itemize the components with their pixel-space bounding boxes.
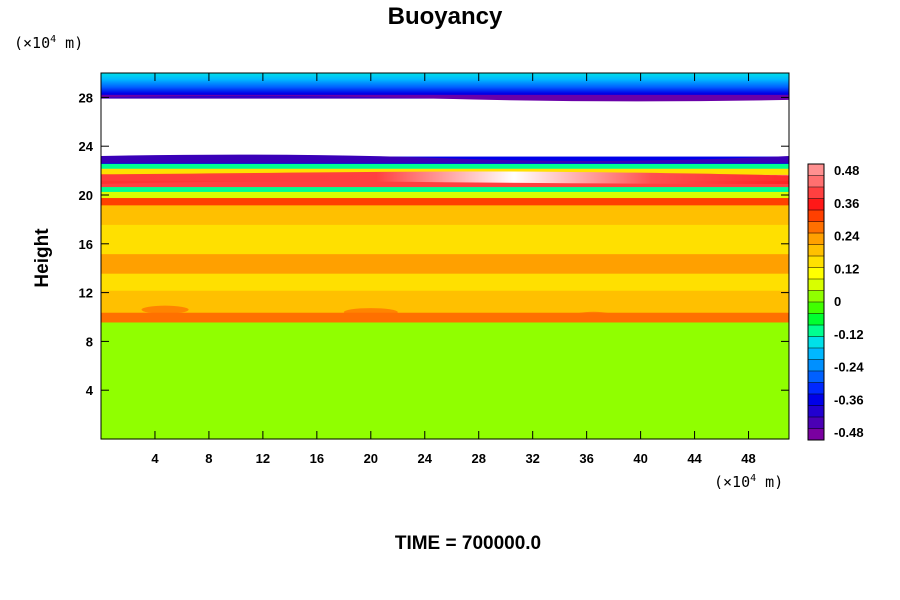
colorbar-swatch xyxy=(808,233,824,245)
colorbar-tick-label: 0.12 xyxy=(834,261,859,276)
y-tick-label: 16 xyxy=(79,237,93,252)
heatmap-band xyxy=(101,273,789,291)
colorbar-swatch xyxy=(808,394,824,406)
x-tick-label: 28 xyxy=(471,451,485,466)
heatmap-band xyxy=(101,253,789,274)
lower-layer-edge xyxy=(101,154,789,164)
upper-layer-edge xyxy=(101,94,789,102)
colorbar-swatch xyxy=(808,267,824,280)
y-axis-label: Height xyxy=(32,228,53,288)
x-tick-label: 36 xyxy=(579,451,593,466)
y-tick-label: 4 xyxy=(86,383,94,398)
x-axis: 4 8 12 16 20 24 28 32 36 40 44 48 xyxy=(151,73,756,466)
x-tick-label: 48 xyxy=(741,451,755,466)
colorbar-tick-label: 0.24 xyxy=(834,229,860,244)
x-tick-label: 4 xyxy=(151,451,159,466)
plot-frame xyxy=(100,72,790,440)
colorbar-swatch xyxy=(808,302,824,314)
y-tick-label: 20 xyxy=(79,188,93,203)
colorbar-swatch xyxy=(808,382,824,395)
y-axis: 4 8 12 16 20 24 28 xyxy=(79,90,789,398)
colorbar-swatch xyxy=(808,336,824,349)
colorbar-swatch xyxy=(808,405,824,418)
heatmap-band xyxy=(101,191,789,199)
heatmap-band xyxy=(101,204,789,225)
colorbar xyxy=(807,163,825,441)
y-tick-label: 8 xyxy=(86,334,93,349)
y-unit-exp: 4 xyxy=(50,34,56,45)
heatmap-band xyxy=(101,163,789,169)
colorbar-swatch xyxy=(808,313,824,326)
x-tick-label: 32 xyxy=(525,451,539,466)
y-tick-label: 28 xyxy=(79,90,93,105)
colorbar-tick-label: -0.48 xyxy=(834,425,864,440)
colorbar-swatch xyxy=(808,359,824,372)
warm-streak xyxy=(141,305,189,314)
colorbar-tick-label: 0 xyxy=(834,294,841,309)
x-tick-label: 40 xyxy=(633,451,647,466)
colorbar-swatch xyxy=(808,428,824,441)
colorbar-swatch xyxy=(808,371,824,383)
heatmap-field xyxy=(101,73,789,440)
colorbar-swatch xyxy=(808,164,824,176)
heatmap-band xyxy=(101,290,789,313)
colorbar-swatch xyxy=(808,348,824,360)
hot-core-band xyxy=(101,171,789,185)
x-unit-prefix: (×10 xyxy=(714,473,750,491)
colorbar-ticks: 0.48 0.36 0.24 0.12 0 -0.12 -0.24 -0.36 -0.48 xyxy=(834,163,864,440)
heatmap-band xyxy=(101,168,789,175)
y-unit-suffix: m) xyxy=(56,34,83,52)
x-tick-label: 24 xyxy=(418,451,433,466)
x-unit-exp: 4 xyxy=(750,473,756,484)
heatmap-band xyxy=(101,321,789,440)
x-tick-label: 12 xyxy=(256,451,270,466)
colorbar-tick-label: -0.12 xyxy=(834,327,864,342)
colorbar-swatch xyxy=(808,198,824,211)
x-tick-label: 20 xyxy=(364,451,378,466)
colorbar-swatch xyxy=(808,244,824,257)
upper-layer-gradient xyxy=(101,73,789,99)
colorbar-swatch xyxy=(808,256,824,268)
y-unit-prefix: (×10 xyxy=(14,34,50,52)
y-tick-label: 24 xyxy=(79,139,94,154)
colorbar-swatch xyxy=(808,279,824,291)
y-tick-label: 12 xyxy=(79,286,93,301)
heatmap-band xyxy=(101,224,789,255)
y-unit-label: (×104 m) xyxy=(14,34,83,52)
colorbar-frame xyxy=(807,163,825,441)
x-unit-label: (×104 m) xyxy=(714,473,783,491)
colorbar-tick-label: -0.24 xyxy=(834,360,864,375)
heatmap-band xyxy=(101,97,789,157)
warm-streak xyxy=(195,313,277,321)
colorbar-swatch xyxy=(808,221,824,234)
colorbar-swatch xyxy=(808,210,824,222)
colorbar-swatch xyxy=(808,417,824,429)
colorbar-swatch xyxy=(808,187,824,199)
x-unit-suffix: m) xyxy=(756,473,783,491)
warm-streak xyxy=(573,311,614,320)
x-tick-label: 8 xyxy=(205,451,212,466)
colorbar-tick-label: 0.36 xyxy=(834,196,859,211)
chart-title: Buoyancy xyxy=(388,3,503,30)
colorbar-swatch xyxy=(808,290,824,303)
heatmap-band xyxy=(101,180,789,188)
colorbar-tick-label: -0.36 xyxy=(834,392,864,407)
colorbar-tick-label: 0.48 xyxy=(834,163,859,178)
warm-streak xyxy=(343,308,398,317)
heatmap-band xyxy=(101,312,789,323)
heatmap-band xyxy=(101,197,789,206)
x-tick-label: 44 xyxy=(687,451,702,466)
time-label: TIME = 700000.0 xyxy=(395,533,541,554)
heatmap-band xyxy=(101,186,789,192)
colorbar-swatch xyxy=(808,325,824,337)
colorbar-swatch xyxy=(808,175,824,188)
x-tick-label: 16 xyxy=(310,451,324,466)
